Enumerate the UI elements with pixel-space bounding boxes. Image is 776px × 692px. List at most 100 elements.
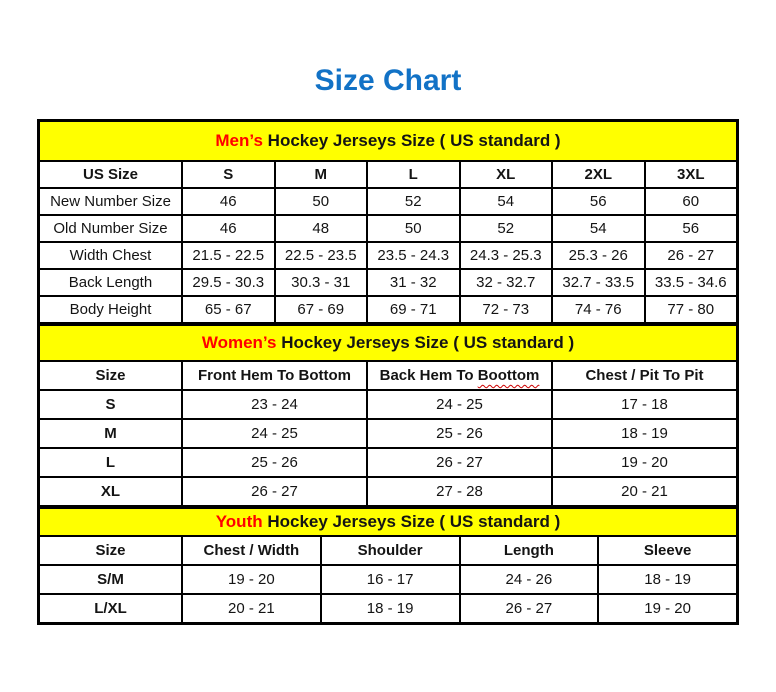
mens-size-table: Men’s Hockey Jerseys Size ( US standard … [38, 120, 738, 324]
row-label: L [38, 447, 183, 478]
size-value-cell: 72 - 73 [458, 295, 553, 324]
size-value-cell: 54 [551, 214, 646, 243]
mens-header-row: US Size S M L XL 2XL 3XL [38, 160, 738, 189]
row-label: XL [38, 476, 183, 507]
size-value-cell: 24 - 25 [366, 389, 553, 420]
size-value-cell: 25 - 26 [181, 447, 368, 478]
size-value-cell: 65 - 67 [181, 295, 276, 324]
size-value-cell: 25.3 - 26 [551, 241, 646, 270]
size-value-cell: 26 - 27 [643, 241, 738, 270]
size-value-cell: 20 - 21 [181, 593, 322, 624]
youth-title-highlight: Youth [215, 512, 263, 531]
size-value-cell: 69 - 71 [366, 295, 461, 324]
column-header: M [273, 160, 368, 189]
table-row: New Number Size 46 50 52 54 56 60 [38, 187, 738, 216]
table-row: XL 26 - 27 27 - 28 20 - 21 [38, 476, 738, 507]
size-value-cell: 24 - 25 [181, 418, 368, 449]
size-value-cell: 27 - 28 [366, 476, 553, 507]
size-value-cell: 50 [366, 214, 461, 243]
size-value-cell: 74 - 76 [551, 295, 646, 324]
table-row: Back Length 29.5 - 30.3 30.3 - 31 31 - 3… [38, 268, 738, 297]
size-value-cell: 52 [458, 214, 553, 243]
column-header: Length [458, 535, 600, 566]
youth-header-row: Size Chest / Width Shoulder Length Sleev… [38, 535, 738, 566]
size-value-cell: 30.3 - 31 [273, 268, 368, 297]
size-value-cell: 29.5 - 30.3 [181, 268, 276, 297]
size-value-cell: 19 - 20 [181, 564, 322, 595]
size-value-cell: 17 - 18 [551, 389, 738, 420]
size-value-cell: 33.5 - 34.6 [643, 268, 738, 297]
size-value-cell: 18 - 19 [319, 593, 461, 624]
column-header: US Size [38, 160, 183, 189]
column-header: S [181, 160, 276, 189]
size-value-cell: 23 - 24 [181, 389, 368, 420]
column-header-text: Back Hem To [379, 367, 474, 384]
table-row: Width Chest 21.5 - 22.5 22.5 - 23.5 23.5… [38, 241, 738, 270]
column-header: Front Hem To Bottom [181, 360, 368, 391]
table-row: Old Number Size 46 48 50 52 54 56 [38, 214, 738, 243]
column-header: 2XL [551, 160, 646, 189]
size-value-cell: 20 - 21 [551, 476, 738, 507]
mens-table-title: Men’s Hockey Jerseys Size ( US standard … [38, 120, 738, 162]
size-value-cell: 19 - 20 [597, 593, 738, 624]
size-value-cell: 16 - 17 [319, 564, 461, 595]
mens-title-rest: Hockey Jerseys Size ( US standard ) [267, 131, 561, 150]
size-value-cell: 67 - 69 [273, 295, 368, 324]
youth-table-title: Youth Hockey Jerseys Size ( US standard … [38, 507, 738, 537]
column-header: Chest / Pit To Pit [551, 360, 738, 391]
mens-table-title-row: Men’s Hockey Jerseys Size ( US standard … [38, 120, 738, 162]
youth-table-title-row: Youth Hockey Jerseys Size ( US standard … [38, 507, 738, 537]
page-title: Size Chart [314, 64, 462, 97]
column-header: Back Hem To Boottom [366, 360, 553, 391]
column-header: Shoulder [319, 535, 461, 566]
womens-header-row: Size Front Hem To Bottom Back Hem To Boo… [38, 360, 738, 391]
womens-size-table: Women’s Hockey Jerseys Size ( US standar… [38, 324, 738, 507]
size-value-cell: 56 [551, 187, 646, 216]
size-value-cell: 46 [181, 214, 276, 243]
table-row: S/M 19 - 20 16 - 17 24 - 26 18 - 19 [38, 564, 738, 595]
size-chart-tables: Men’s Hockey Jerseys Size ( US standard … [37, 119, 739, 625]
row-label: S/M [38, 564, 183, 595]
size-value-cell: 25 - 26 [366, 418, 553, 449]
column-header: 3XL [643, 160, 738, 189]
size-value-cell: 32 - 32.7 [458, 268, 553, 297]
row-label: S [38, 389, 183, 420]
size-value-cell: 24.3 - 25.3 [458, 241, 553, 270]
table-row: L/XL 20 - 21 18 - 19 26 - 27 19 - 20 [38, 593, 738, 624]
row-label: L/XL [38, 593, 183, 624]
size-value-cell: 46 [181, 187, 276, 216]
womens-table-title: Women’s Hockey Jerseys Size ( US standar… [38, 324, 738, 362]
youth-title-rest: Hockey Jerseys Size ( US standard ) [267, 512, 561, 531]
size-value-cell: 54 [458, 187, 553, 216]
table-row: L 25 - 26 26 - 27 19 - 20 [38, 447, 738, 478]
table-row: Body Height 65 - 67 67 - 69 69 - 71 72 -… [38, 295, 738, 324]
size-value-cell: 24 - 26 [458, 564, 600, 595]
youth-size-table: Youth Hockey Jerseys Size ( US standard … [38, 507, 738, 624]
row-label: Old Number Size [38, 214, 183, 243]
size-value-cell: 52 [366, 187, 461, 216]
size-value-cell: 21.5 - 22.5 [181, 241, 276, 270]
size-value-cell: 77 - 80 [643, 295, 738, 324]
size-value-cell: 56 [643, 214, 738, 243]
size-value-cell: 32.7 - 33.5 [551, 268, 646, 297]
size-value-cell: 50 [273, 187, 368, 216]
table-row: M 24 - 25 25 - 26 18 - 19 [38, 418, 738, 449]
column-header: Size [38, 535, 183, 566]
womens-table-title-row: Women’s Hockey Jerseys Size ( US standar… [38, 324, 738, 362]
size-value-cell: 26 - 27 [181, 476, 368, 507]
size-value-cell: 31 - 32 [366, 268, 461, 297]
misspelled-word: Boottom [477, 367, 540, 384]
size-value-cell: 22.5 - 23.5 [273, 241, 368, 270]
mens-title-highlight: Men’s [215, 131, 263, 150]
row-label: M [38, 418, 183, 449]
row-label: Width Chest [38, 241, 183, 270]
column-header: L [366, 160, 461, 189]
size-value-cell: 19 - 20 [551, 447, 738, 478]
size-value-cell: 26 - 27 [366, 447, 553, 478]
column-header: Sleeve [597, 535, 738, 566]
size-value-cell: 60 [643, 187, 738, 216]
row-label: Body Height [38, 295, 183, 324]
size-value-cell: 26 - 27 [458, 593, 600, 624]
column-header: Size [38, 360, 183, 391]
